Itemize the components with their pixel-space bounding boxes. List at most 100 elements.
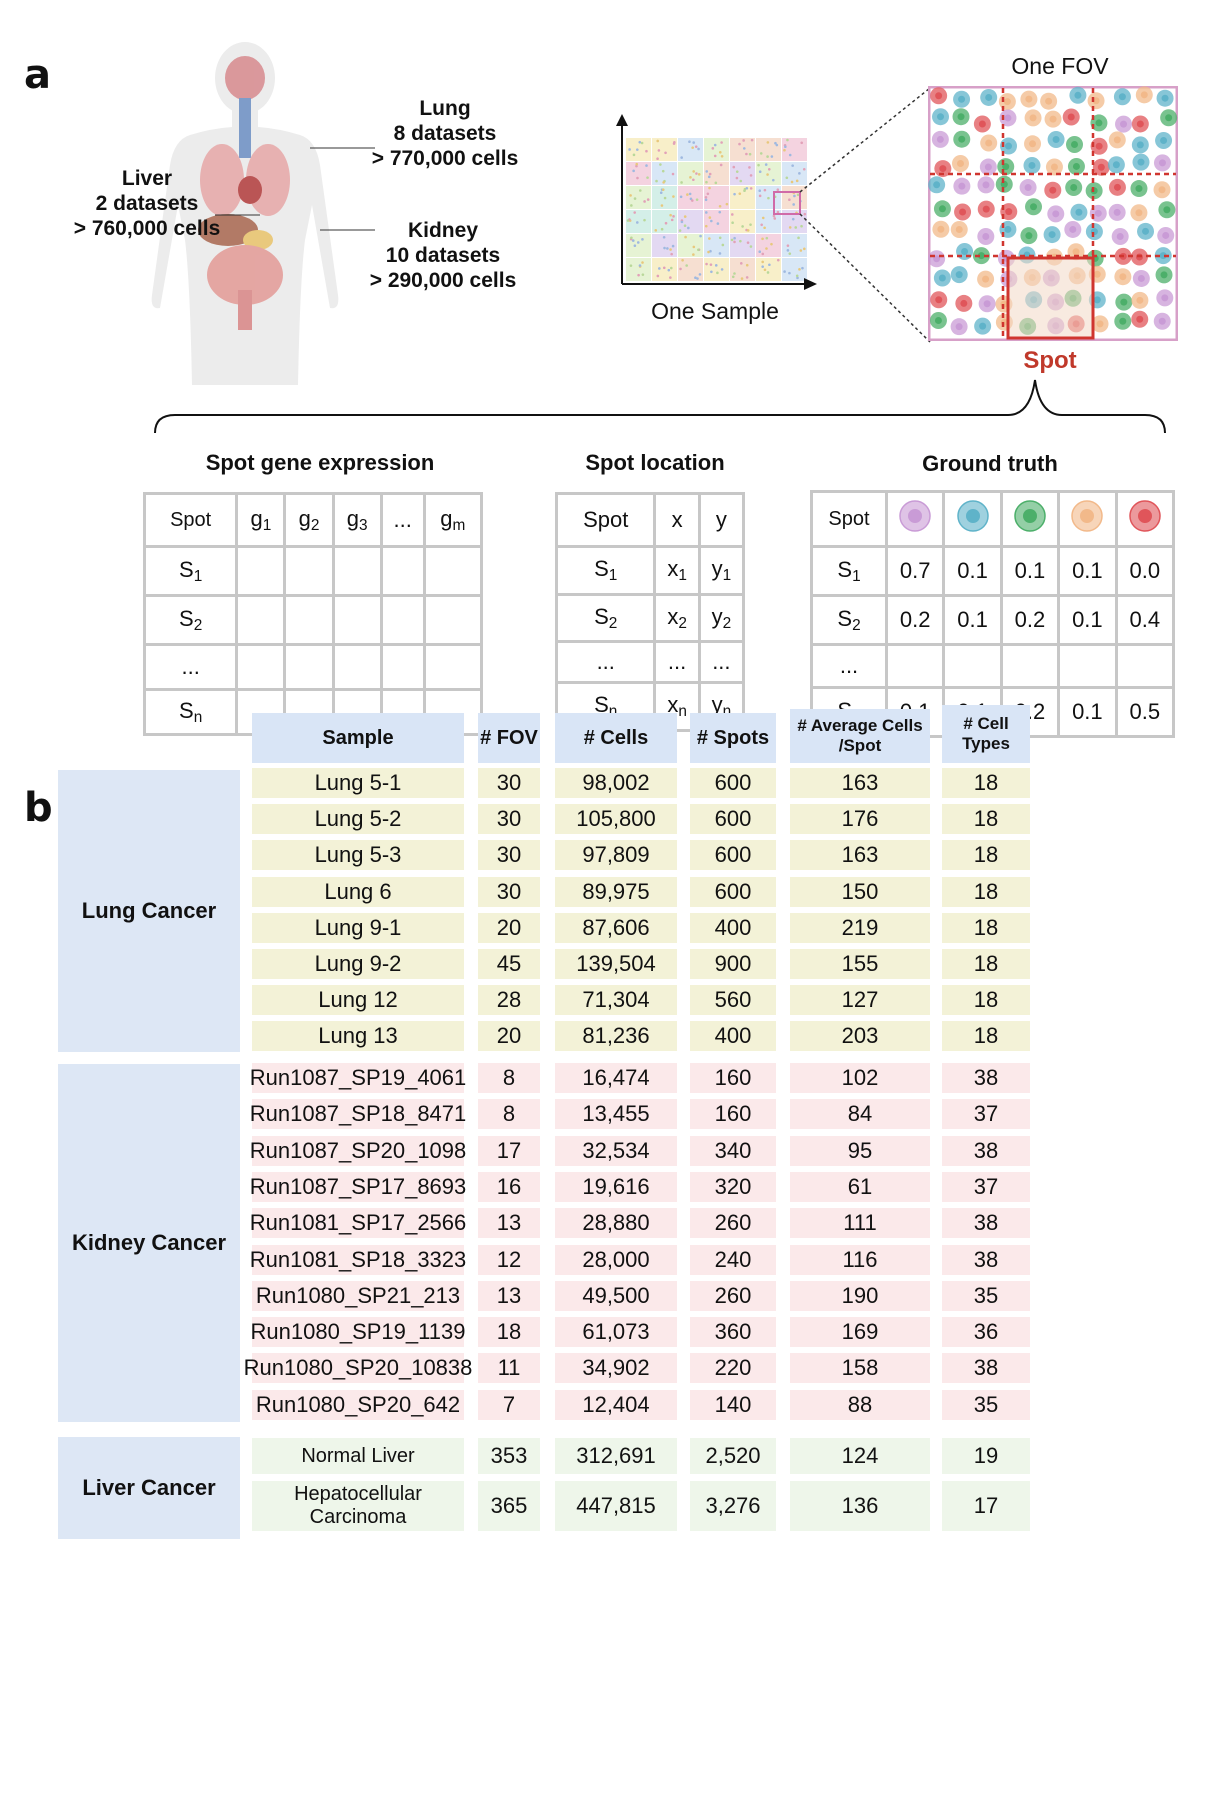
panel-letter-b: b: [24, 785, 53, 831]
fov-cell-nucleus: [1093, 296, 1101, 304]
lung-cell: 97,809: [555, 840, 677, 871]
gt-value: 0.1: [945, 597, 1000, 643]
fov-cell-nucleus: [1052, 210, 1060, 218]
location-table-title: Spot location: [585, 450, 725, 475]
s-sub: 2: [193, 616, 203, 634]
sample-dot: [749, 223, 752, 226]
sample-dot: [631, 239, 635, 242]
fov-cell-nucleus: [1160, 136, 1168, 144]
avg-line2: /Spot: [838, 736, 882, 755]
sample-dot: [746, 229, 750, 232]
sample-dot: [718, 236, 722, 240]
kidney-cell: 34,902: [555, 1353, 677, 1384]
sample-dot: [629, 194, 632, 197]
header-cell-types: # Cell Types: [942, 705, 1030, 763]
fov-cell-nucleus: [958, 135, 966, 143]
sample-dot: [786, 249, 790, 252]
sample-dot: [731, 221, 734, 225]
fov-cell-nucleus: [955, 323, 963, 331]
lung-cell: 45: [478, 949, 540, 979]
header-g3: g3: [334, 495, 380, 545]
lung-cell: 203: [790, 1021, 930, 1052]
lung-cell: 219: [790, 912, 930, 943]
loc-ellipsis: ...: [700, 643, 742, 682]
sample-dot: [680, 156, 683, 159]
sample-dot: [708, 237, 711, 240]
sample-dot: [748, 152, 752, 156]
fov-cell-nucleus: [1158, 186, 1166, 194]
sample-dot: [719, 163, 723, 167]
loc-s2: S2: [558, 595, 654, 641]
liver-cell: 365: [478, 1481, 540, 1531]
kidney-cell: 61,073: [555, 1317, 677, 1348]
fov-cell-nucleus: [1160, 271, 1168, 279]
sub: 2: [678, 614, 687, 632]
lung-cell: 30: [478, 876, 540, 907]
cell-type-4-icon: [1060, 493, 1115, 545]
fov-cell-nucleus: [1120, 120, 1128, 128]
fov-cell-nucleus: [1096, 320, 1104, 328]
fov-cell-nucleus: [1070, 183, 1078, 191]
sample-dot: [708, 216, 712, 219]
sample-dot: [758, 189, 762, 193]
fov-cell-nucleus: [1004, 225, 1012, 233]
expression-table-title: Spot gene expression: [205, 450, 435, 475]
sub: 2: [608, 614, 618, 632]
sample-dot: [757, 163, 760, 167]
kidney-cell: Run1081_SP17_2566: [250, 1208, 466, 1239]
kidney-cell: 240: [690, 1244, 776, 1275]
fov-cell-nucleus: [1029, 140, 1037, 148]
sample-dot: [646, 198, 650, 201]
sample-dot: [731, 275, 735, 279]
fov-cell-nucleus: [978, 120, 986, 128]
sample-tile: [626, 186, 651, 209]
kidney-cell: 38: [942, 1208, 1030, 1239]
sample-dot: [695, 172, 698, 175]
kidney-cell: 16: [478, 1171, 540, 1202]
sample-dot: [683, 224, 687, 228]
sample-dot: [694, 276, 697, 280]
fov-cell-nucleus: [1094, 209, 1102, 217]
fov-cell-nucleus: [1113, 208, 1121, 216]
fov-cell-nucleus: [1049, 115, 1057, 123]
sample-dot: [766, 141, 770, 144]
sample-dot: [713, 143, 717, 147]
lung-cell: 98,002: [555, 768, 677, 798]
kidney-cell: Run1087_SP18_8471: [250, 1099, 466, 1130]
sample-dot: [739, 239, 742, 243]
location-table: Spot x y S1 x1 y1 S2 x2 y2 ......... Sn xn yn: [555, 492, 745, 732]
sub: 2: [852, 616, 861, 634]
fov-cell-nucleus: [955, 226, 963, 234]
fov-cell-nucleus: [1120, 298, 1128, 306]
fov-cell-nucleus: [1137, 274, 1145, 282]
fov-cell-nucleus: [1136, 315, 1144, 323]
kidney-cell: 17: [478, 1135, 540, 1166]
lung-cell: 18: [942, 912, 1030, 943]
sample-dot: [710, 270, 713, 274]
loc-xn: xn: [656, 684, 698, 729]
fov-cell-nucleus: [982, 232, 990, 240]
cell-type-1-icon: [888, 493, 943, 545]
fov-cell-nucleus: [985, 139, 993, 147]
sample-dot: [659, 191, 663, 195]
fov-cell-nucleus: [1159, 252, 1167, 260]
sample-dot: [761, 265, 764, 268]
fov-cell-nucleus: [979, 322, 987, 330]
sample-dot: [713, 154, 717, 158]
g-sub: 2: [310, 516, 320, 534]
sub: n: [722, 703, 732, 721]
sample-dot: [632, 153, 636, 157]
fov-cell-nucleus: [1048, 231, 1056, 239]
fov-cell-nucleus: [1095, 142, 1103, 150]
sample-dot: [718, 150, 722, 154]
kidney-cell: 35: [942, 1389, 1030, 1420]
sample-dot: [681, 258, 684, 262]
lung-label: Lung 8 datasets > 770,000 cells: [371, 97, 519, 170]
lung-cell: 600: [690, 876, 776, 907]
sample-dot: [635, 164, 638, 168]
sample-tile: [756, 234, 781, 257]
sample-dot: [733, 192, 736, 196]
fov-cell-nucleus: [982, 181, 990, 189]
sample-dot: [735, 170, 739, 173]
sub: n: [678, 703, 687, 721]
